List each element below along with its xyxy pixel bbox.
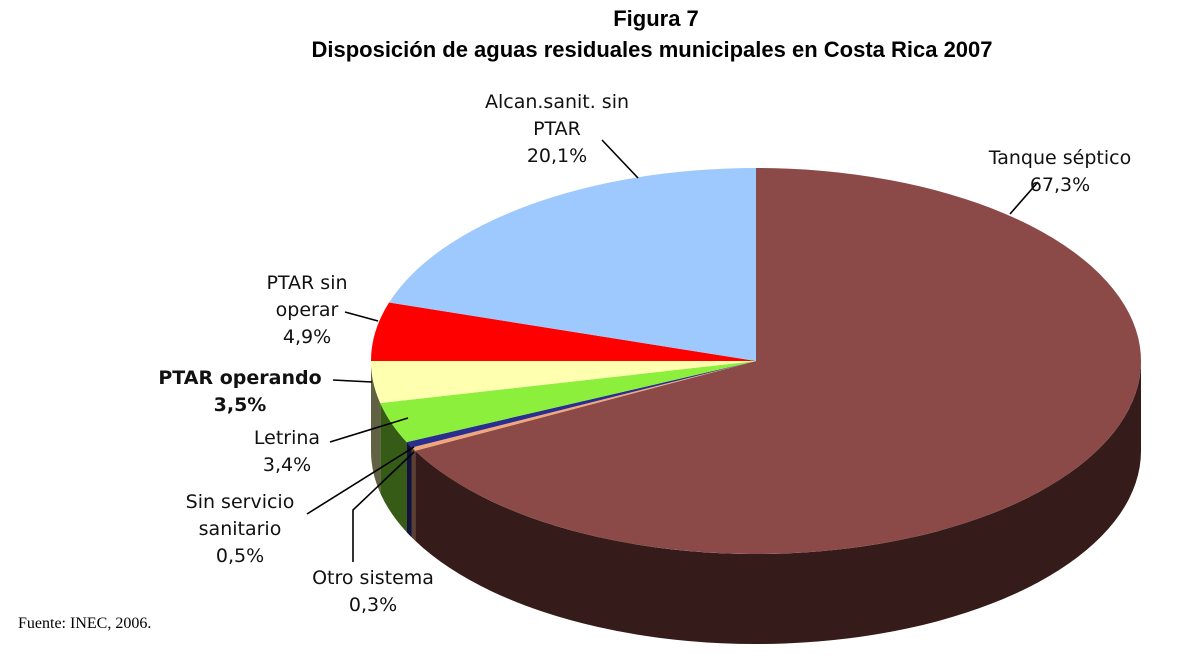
slice-letrina bbox=[380, 361, 756, 443]
slice-ptar-operando bbox=[371, 361, 756, 404]
leader-ptar-operando bbox=[332, 379, 373, 383]
leader-sin-servicio bbox=[306, 446, 415, 515]
label-ptar-sin: PTAR sin operar 4,9% bbox=[266, 272, 347, 348]
slice-labels: Tanque séptico 67,3% Otro sistema 0,3% Sin s… bbox=[158, 91, 1131, 616]
side-wall-sin-servicio bbox=[406, 442, 412, 538]
leader-tanque-septico bbox=[1009, 181, 1039, 215]
label-otro-sistema: Otro sistema 0,3% bbox=[312, 567, 434, 616]
label-text-ptar-sin: PTAR sin bbox=[266, 272, 347, 294]
label-text-alcan-sanit-sin: Alcan.sanit. sin bbox=[485, 91, 629, 113]
side-wall-letrina bbox=[380, 403, 407, 533]
leader-ptar-sin bbox=[344, 311, 379, 322]
leader-otro-sistema bbox=[352, 451, 415, 562]
label-alcan-sanit-sin: Alcan.sanit. sin PTAR 20,1% bbox=[485, 91, 629, 167]
side-wall-otro-sistema bbox=[411, 447, 416, 541]
pie-side-walls bbox=[371, 361, 1142, 645]
label-text-sin-servicio: Sin servicio bbox=[186, 491, 295, 513]
label-text-otro-sistema: Otro sistema bbox=[312, 567, 434, 589]
label-value-tanque-septico: 67,3% bbox=[1030, 174, 1090, 196]
label-text-letrina: Letrina bbox=[254, 427, 320, 449]
chart-subtitle: Disposición de aguas residuales municipa… bbox=[311, 37, 992, 62]
label-value-letrina: 3,4% bbox=[263, 454, 311, 476]
label-value-sin-servicio: 0,5% bbox=[216, 545, 264, 567]
label-text-ptar-sin: operar bbox=[276, 299, 339, 321]
chart-source: Fuente: INEC, 2006. bbox=[18, 615, 151, 632]
label-tanque-septico: Tanque séptico 67,3% bbox=[988, 147, 1131, 196]
label-text-tanque-septico: Tanque séptico bbox=[988, 147, 1131, 169]
leader-lines bbox=[306, 139, 1039, 562]
side-wall-ptar-operando bbox=[371, 361, 381, 494]
slice-otro-sistema bbox=[411, 361, 756, 451]
pie-slices bbox=[371, 168, 1142, 554]
label-value-otro-sistema: 0,3% bbox=[349, 594, 397, 616]
slice-ptar-sin bbox=[371, 302, 756, 361]
leader-letrina bbox=[329, 417, 409, 443]
side-wall-tanque-septico bbox=[415, 361, 1142, 645]
label-text-sin-servicio: sanitario bbox=[199, 518, 282, 540]
leader-alcan-sanit-sin bbox=[601, 139, 639, 179]
label-value-alcan-sanit-sin: 20,1% bbox=[527, 145, 587, 167]
chart-title: Figura 7 bbox=[613, 6, 699, 31]
slice-sin-servicio bbox=[406, 361, 756, 448]
label-value-ptar-operando: 3,5% bbox=[214, 394, 267, 416]
label-ptar-operando: PTAR operando 3,5% bbox=[158, 367, 321, 416]
label-sin-servicio: Sin servicio sanitario 0,5% bbox=[186, 491, 295, 567]
slice-tanque-septico bbox=[415, 168, 1142, 554]
label-letrina: Letrina 3,4% bbox=[254, 427, 320, 476]
slice-alcan-sanit-sin bbox=[389, 168, 756, 361]
label-value-ptar-sin: 4,9% bbox=[283, 326, 331, 348]
label-text-alcan-sanit-sin: PTAR bbox=[533, 118, 581, 140]
label-text-ptar-operando: PTAR operando bbox=[158, 367, 321, 389]
